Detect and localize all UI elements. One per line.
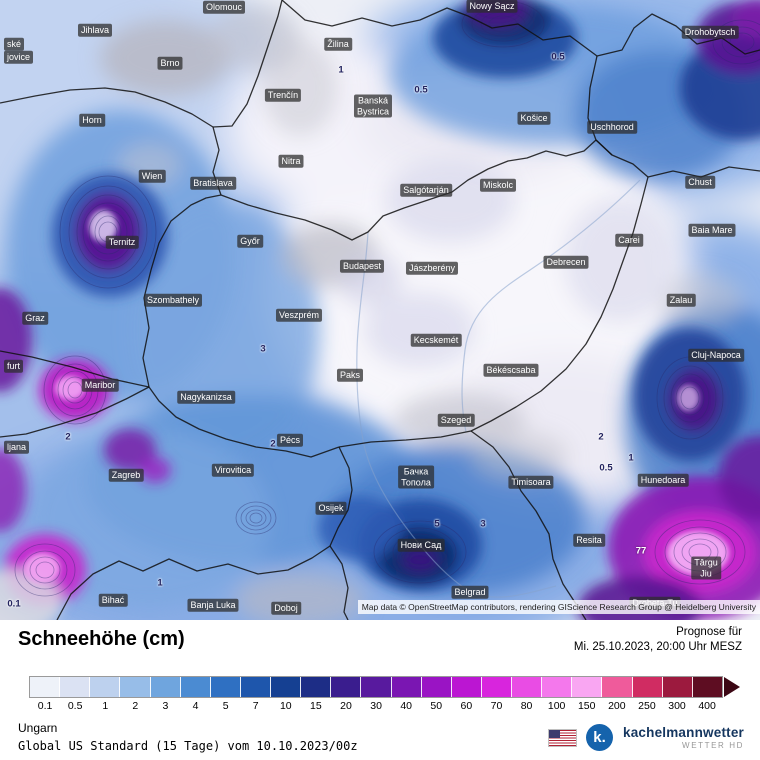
forecast-time: Mi. 25.10.2023, 20:00 Uhr MESZ: [573, 641, 742, 653]
scale-label: 40: [400, 700, 413, 712]
scale-segment: [150, 677, 181, 697]
scale-label: 5: [222, 700, 229, 712]
scale-segment: [481, 677, 512, 697]
brand-name: kachelmannwetter: [623, 725, 744, 740]
scale-label: 80: [520, 700, 533, 712]
scale-arrow: [724, 677, 740, 697]
region-label: Ungarn: [18, 721, 58, 735]
scale-label: 400: [698, 700, 716, 712]
scale-segment: [180, 677, 211, 697]
scale-label: 0.1: [37, 700, 53, 712]
scale-label: 3: [162, 700, 169, 712]
brand-text[interactable]: kachelmannwetter WETTER HD: [623, 725, 744, 750]
scale-segment: [602, 677, 633, 697]
scale-label: 100: [547, 700, 566, 712]
scale-label: 15: [310, 700, 322, 712]
scale-segment: [512, 677, 543, 697]
scale-label: 20: [340, 700, 352, 712]
color-scale-labels: 0.1 0.5 1 2 3 4 5 7 10 15 20 30 40 50 60 70 80 100 150 200 2…: [30, 700, 722, 712]
color-scale-bar: [29, 676, 723, 698]
scale-segment: [30, 677, 61, 697]
scale-label: 200: [608, 700, 626, 712]
scale-label: 250: [638, 700, 656, 712]
scale-label: 50: [430, 700, 443, 712]
scale-segment: [391, 677, 422, 697]
us-flag-canton: [549, 729, 560, 739]
scale-segment: [632, 677, 663, 697]
scale-segment: [662, 677, 693, 697]
scale-segment: [542, 677, 573, 697]
legend-panel: Schneehöhe (cm) Prognose für Mi. 25.10.2…: [0, 620, 760, 760]
brand-row: k. kachelmannwetter WETTER HD: [548, 724, 744, 751]
scale-segment: [451, 677, 482, 697]
scale-label: 300: [668, 700, 686, 712]
page-title: Schneehöhe (cm): [18, 628, 185, 650]
scale-segment: [210, 677, 241, 697]
scale-segment: [331, 677, 362, 697]
model-info: Global US Standard (15 Tage) vom 10.10.2…: [18, 739, 358, 753]
scale-segment: [271, 677, 302, 697]
scale-label: 0.5: [67, 700, 83, 712]
scale-segment: [572, 677, 603, 697]
map-attribution[interactable]: Map data © OpenStreetMap contributors, r…: [357, 600, 760, 614]
scale-segment: [421, 677, 452, 697]
scale-segment: [120, 677, 151, 697]
brand-subtitle: WETTER HD: [682, 741, 744, 750]
scale-segment: [90, 677, 121, 697]
snow-field-layer: [0, 0, 760, 620]
map-canvas: [0, 0, 760, 620]
scale-segment: [301, 677, 332, 697]
forecast-info: Prognose für Mi. 25.10.2023, 20:00 Uhr M…: [574, 625, 742, 655]
scale-segment: [60, 677, 91, 697]
scale-label: 60: [460, 700, 473, 712]
country-borders: [0, 0, 760, 620]
scale-label: 150: [577, 700, 596, 712]
scale-segment: [692, 677, 722, 697]
scale-label: 7: [252, 700, 259, 712]
kachelmann-logo-icon[interactable]: k.: [586, 724, 613, 751]
scale-label: 10: [279, 700, 292, 712]
scale-label: 1: [102, 700, 109, 712]
scale-segment: [361, 677, 392, 697]
scale-label: 4: [192, 700, 199, 712]
scale-label: 30: [370, 700, 382, 712]
scale-label: 70: [490, 700, 503, 712]
scale-segment: [240, 677, 271, 697]
color-scale: [29, 676, 740, 698]
contour-lines: [14, 0, 760, 597]
scale-label: 2: [132, 700, 139, 712]
forecast-label: Prognose für: [676, 626, 742, 638]
weather-map: ské jovice Jihlava Brno Olomouc Žilina Nowy Są…: [0, 0, 760, 620]
us-flag-icon: [548, 728, 577, 747]
